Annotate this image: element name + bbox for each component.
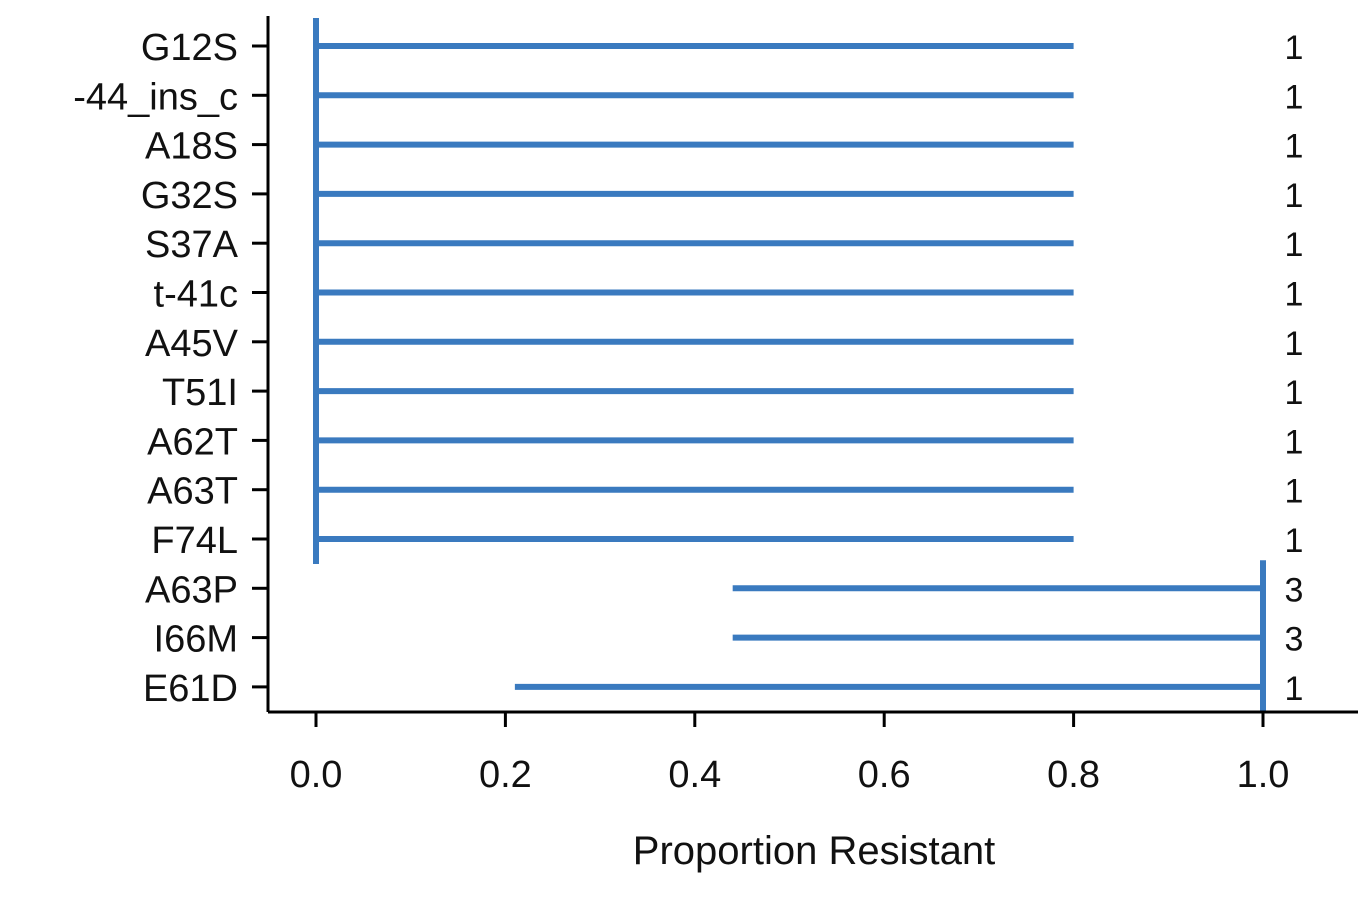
- count-label: 1: [1285, 473, 1304, 511]
- y-tick-label: A45V: [145, 323, 239, 365]
- x-tick-label: 1.0: [1237, 754, 1290, 796]
- count-label: 1: [1285, 325, 1304, 363]
- count-label: 3: [1285, 621, 1304, 659]
- x-tick-label: 0.6: [858, 754, 911, 796]
- x-tick-label: 0.0: [290, 754, 343, 796]
- count-label: 1: [1285, 522, 1304, 560]
- x-axis-label: Proportion Resistant: [633, 829, 995, 873]
- x-tick-label: 0.8: [1047, 754, 1100, 796]
- y-tick-label: G12S: [141, 27, 238, 69]
- count-label: 1: [1285, 177, 1304, 215]
- count-label: 1: [1285, 226, 1304, 264]
- y-tick-label: A63T: [147, 471, 238, 513]
- y-tick-marks: [252, 44, 268, 689]
- interval-lines: [316, 43, 1263, 690]
- y-tick-label: -44_ins_c: [73, 76, 238, 118]
- x-tick-label: 0.4: [668, 754, 721, 796]
- y-tick-label: t-41c: [154, 274, 238, 316]
- y-tick-label: F74L: [151, 520, 238, 562]
- count-labels: 1 1 1 1 1 1 1 1 1 1 1 3 3 1: [1285, 29, 1304, 708]
- count-label: 1: [1285, 78, 1304, 116]
- y-tick-label: A63P: [145, 569, 238, 611]
- y-tick-label: A18S: [145, 126, 238, 168]
- x-tick-label: 0.2: [479, 754, 532, 796]
- count-label: 1: [1285, 29, 1304, 67]
- estimate-lines: [313, 18, 1266, 712]
- y-tick-label: E61D: [143, 668, 238, 710]
- count-label: 1: [1285, 276, 1304, 314]
- y-tick-label: I66M: [154, 619, 238, 661]
- y-tick-label: T51I: [162, 372, 238, 414]
- count-label: 1: [1285, 374, 1304, 412]
- count-label: 1: [1285, 128, 1304, 166]
- y-tick-label: A62T: [147, 421, 238, 463]
- count-label: 1: [1285, 670, 1304, 708]
- x-tick-labels: 0.0 0.2 0.4 0.6 0.8 1.0: [290, 754, 1290, 796]
- y-tick-label: S37A: [145, 224, 239, 266]
- y-tick-label: G32S: [141, 175, 238, 217]
- count-label: 1: [1285, 423, 1304, 461]
- count-label: 3: [1285, 571, 1304, 609]
- x-tick-marks: [314, 712, 1265, 727]
- y-tick-labels: G12S -44_ins_c A18S G32S S37A t-41c A45V T51I A6…: [73, 27, 238, 710]
